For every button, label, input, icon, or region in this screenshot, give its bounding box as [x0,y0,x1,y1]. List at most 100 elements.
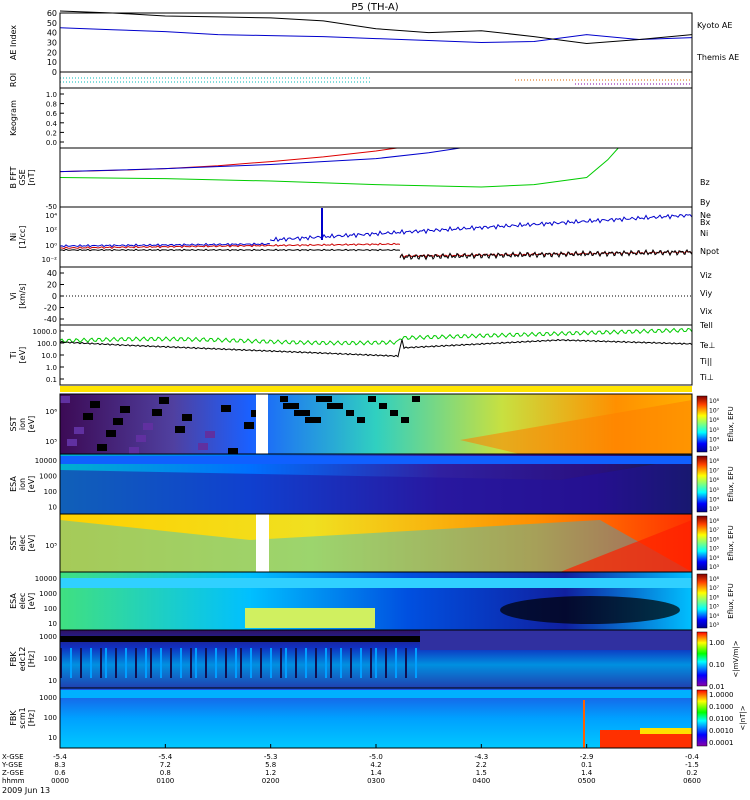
xaxis-x-0: -5.4 [53,753,67,761]
cbar-tick-3-3: 10⁵ [709,604,720,611]
ni-legend-0: Ne [700,211,711,220]
cbar-tick-3-1: 10⁷ [709,585,720,592]
fbk-b-ylabel-2: [Hz] [27,710,36,726]
xaxis-z-6: 0.2 [686,769,697,777]
sst-ion-pixel-5 [175,426,185,433]
sst-ion-ylabel-1: ion [18,418,27,430]
esa-elec-upper [60,578,692,588]
cbar-tick-1-0: 10⁸ [709,458,720,465]
xaxis-hhmm-1: 0100 [156,777,174,785]
ti-tipar [59,327,693,346]
fbk-e-right [420,630,692,650]
b-tick-min: -50 [46,203,57,211]
cbar-label-0: Eflux, EFU [727,406,735,441]
fbk-e-stripe-37 [395,648,397,678]
sst-ion-pixel-15 [205,431,215,438]
sst-ion-ylabel-2: [eV] [27,416,36,433]
keogram-tick-2: 0.6 [46,110,58,118]
keogram-ylabel-0: Keogram [9,100,18,136]
ni-tick-0: 10⁴ [45,212,57,220]
sst-ion-pixel-2 [106,430,116,437]
sst-ion-pixel-14 [182,414,192,421]
keogram-tick-1: 0.8 [46,101,57,109]
xaxis-y-1: 7.2 [160,761,171,769]
fbk-e-stripe-8 [135,648,137,678]
sst-ion-dark-6 [346,410,354,416]
keogram-tick-4: 0.2 [46,129,57,137]
fbk-e-stripe-6 [115,648,117,678]
vi-tick-3: -20 [44,304,57,313]
fbk-e-stripe-4 [100,648,102,678]
sst-ion-pixel-0 [60,396,70,403]
divider-band [60,386,692,392]
ti-te [59,338,693,358]
fbk-e-stripe-27 [305,648,307,678]
cbar-tick-0-0: 10⁸ [709,398,720,405]
cbar-tick-0-4: 10⁴ [709,436,720,443]
sst-ion-dark-2 [302,410,310,416]
fbk-e-stripe-19 [235,648,237,678]
sst-ion-pixel-20 [120,406,130,413]
cbar-fbk-b-tick-0: 1.0000 [709,691,734,699]
esa-elec-tick-1: 1000 [39,590,57,598]
fbk-e-stripe-20 [240,648,242,678]
roi-panel-frame [59,71,693,89]
cbar-esa-elec [696,573,708,629]
xaxis-rowlabel-3: hhmm [2,777,25,785]
xaxis-x-4: -4.3 [474,753,488,761]
cbar-fbk-b-tick-2: 0.0100 [709,715,734,723]
esa-elec-ylabel-0: ESA [9,593,18,609]
sst-ion-pixel-12 [136,435,146,442]
sst-ion-pixel-8 [244,422,254,429]
xaxis-z-1: 0.8 [160,769,171,777]
sst-ion-pixel-18 [74,427,84,434]
fbk-e-stripe-24 [280,648,282,678]
sst-ion-pixel-1 [83,413,93,420]
fbk-e-stripe-11 [160,648,162,678]
fbk-e-tick-1: 100 [44,655,57,663]
esa-ion-tick-3: 10 [48,504,57,512]
cbar-tick-3-5: 10³ [709,622,720,629]
sst-ion-pixel-6 [198,443,208,450]
cbar-tick-2-2: 10⁶ [709,536,720,543]
xaxis-date: 2009 Jun 13 [2,786,50,795]
sst-ion-dark-15 [305,417,313,423]
ni-tick-2: 10⁰ [45,242,57,250]
sst-ion-dark-14 [294,410,302,416]
vi-legend-0: Viz [700,271,712,280]
sst-ion-pixel-10 [90,401,100,408]
cbar-fbk-b-tick-4: 0.0001 [709,739,734,747]
fbk-e-stripe-14 [190,648,192,678]
ni-tick-1: 10² [45,226,57,234]
cbar-tick-2-1: 10⁷ [709,527,720,534]
b-ylabel-2: [nT] [27,169,36,185]
xaxis-x-2: -5.3 [264,753,278,761]
fbk-e-ylabel-1: edc12 [18,647,27,672]
cbar-fbk-b-tick-1: 0.1000 [709,703,734,711]
fbk-e-stripe-22 [260,648,262,678]
xaxis-hhmm-2: 0200 [262,777,280,785]
keogram-panel-frame [59,87,693,149]
sst-ion-pixel-3 [129,447,139,454]
xaxis-y-4: 2.2 [476,761,487,769]
vi-legend-1: Viy [700,289,713,298]
sst-ion-dark-4 [324,396,332,402]
sst-ion-gap [256,394,268,454]
fbk-e-stripe-9 [145,648,147,678]
keogram-tick-3: 0.4 [46,120,58,128]
sst-ion-dark-9 [379,403,387,409]
ae-tick-3: 30 [47,39,57,48]
xaxis-x-5: -2.9 [580,753,594,761]
sst-elec-hot [560,520,692,572]
sst-elec-ylabel-0: SST [9,535,18,550]
ae-tick-2: 40 [47,29,57,38]
cbar-fbk-b [696,689,708,747]
fbk-b-yellow [640,728,692,734]
ni-panel-frame [59,206,693,268]
sst-ion-dark-3 [313,417,321,423]
sst-ion-dark-13 [283,403,291,409]
sst-ion-dark-12 [412,396,420,402]
ti-legend-2: Ti|| [699,357,712,366]
cbar-tick-1-4: 10⁴ [709,496,720,503]
